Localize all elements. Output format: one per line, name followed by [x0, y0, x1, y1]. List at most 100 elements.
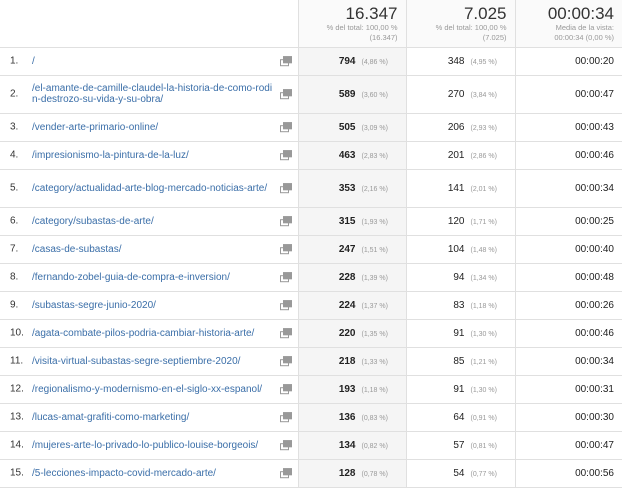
unique-cell: 348 (4,95 %)	[405, 47, 515, 76]
page-link[interactable]: /	[32, 55, 35, 67]
unique-percent: (1,48 %)	[470, 246, 497, 254]
page-cell: 15. /5-lecciones-impacto-covid-mercado-ar…	[0, 459, 298, 488]
pageviews-value: 353	[338, 182, 356, 194]
avgtime-cell: 00:00:34	[514, 169, 622, 208]
unique-percent: (1,30 %)	[470, 330, 497, 338]
pageviews-percent: (3,09 %)	[361, 124, 388, 132]
pageviews-percent: (3,60 %)	[361, 91, 388, 99]
pageviews-total: 16.347% del total: 100,00 % (16.347)	[297, 0, 406, 48]
pageviews-percent: (0,78 %)	[361, 470, 388, 478]
row-index: 7.	[10, 243, 19, 255]
page-cell: 5. /category/actualidad-arte-blog-mercado…	[0, 169, 298, 208]
page-cell: 12. /regionalismo-y-modernismo-en-el-sigl…	[0, 375, 298, 404]
unique-percent: (2,86 %)	[470, 152, 497, 160]
open-in-new-window-icon[interactable]	[279, 384, 292, 395]
row-index: 8.	[10, 271, 19, 283]
page-link[interactable]: /category/subastas-de-arte/	[32, 215, 154, 227]
unique-cell: 54 (0,77 %)	[405, 459, 515, 488]
pageviews-value: 228	[338, 271, 356, 283]
page-link[interactable]: /subastas-segre-junio-2020/	[32, 299, 156, 311]
page-cell: 11. /visita-virtual-subastas-segre-septie…	[0, 347, 298, 376]
pageviews-percent: (4,86 %)	[361, 58, 388, 66]
avgtime-cell: 00:00:34	[514, 347, 622, 376]
open-in-new-window-icon[interactable]	[279, 468, 292, 479]
avgtime-total-abs: 00:00:34 (0,00 %)	[554, 33, 614, 42]
open-in-new-window-icon[interactable]	[279, 150, 292, 161]
avgtime-cell: 00:00:30	[514, 403, 622, 432]
unique-cell: 91 (1,30 %)	[405, 375, 515, 404]
open-in-new-window-icon[interactable]	[279, 56, 292, 67]
pageviews-cell: 589 (3,60 %)	[297, 75, 406, 114]
open-in-new-window-icon[interactable]	[279, 216, 292, 227]
page-cell: 3. /vender-arte-primario-online/	[0, 113, 298, 142]
pageviews-total-label: % del total: 100,00 %	[326, 23, 398, 32]
unique-cell: 85 (1,21 %)	[405, 347, 515, 376]
table-row: 1. / 794 (4,86 %) 348 (4,95 %) 00:00:20	[0, 47, 622, 76]
open-in-new-window-icon[interactable]	[279, 328, 292, 339]
open-in-new-window-icon[interactable]	[279, 300, 292, 311]
page-link[interactable]: /mujeres-arte-lo-privado-lo-publico-loui…	[32, 439, 259, 451]
page-link[interactable]: /5-lecciones-impacto-covid-mercado-arte/	[32, 467, 216, 479]
unique-percent: (4,95 %)	[470, 58, 497, 66]
open-in-new-window-icon[interactable]	[279, 272, 292, 283]
pageviews-percent: (2,16 %)	[361, 185, 388, 193]
pageviews-cell: 218 (1,33 %)	[297, 347, 406, 376]
page-link[interactable]: /visita-virtual-subastas-segre-septiembr…	[32, 355, 241, 367]
page-cell: 6. /category/subastas-de-arte/	[0, 207, 298, 236]
unique-total-abs: (7.025)	[482, 33, 507, 42]
table-row: 8. /fernando-zobel-guia-de-compra-e-inver…	[0, 263, 622, 292]
pageviews-cell: 134 (0,82 %)	[297, 431, 406, 460]
pageviews-percent: (1,37 %)	[361, 302, 388, 310]
page-link[interactable]: /regionalismo-y-modernismo-en-el-siglo-x…	[32, 383, 263, 395]
unique-cell: 91 (1,30 %)	[405, 319, 515, 348]
page-link[interactable]: /vender-arte-primario-online/	[32, 121, 159, 133]
avgtime-cell: 00:00:46	[514, 319, 622, 348]
row-index: 11.	[10, 355, 24, 367]
unique-cell: 94 (1,34 %)	[405, 263, 515, 292]
pageviews-percent: (0,83 %)	[361, 414, 388, 422]
row-index: 5.	[10, 182, 19, 194]
pageviews-cell: 224 (1,37 %)	[297, 291, 406, 320]
unique-total-label: % del total: 100,00 %	[435, 23, 507, 32]
table-row: 9. /subastas-segre-junio-2020/ 224 (1,37 %…	[0, 291, 622, 320]
open-in-new-window-icon[interactable]	[279, 356, 292, 367]
page-link[interactable]: /casas-de-subastas/	[32, 243, 122, 255]
open-in-new-window-icon[interactable]	[279, 412, 292, 423]
pageviews-percent: (1,18 %)	[361, 386, 388, 394]
unique-percent: (1,34 %)	[470, 274, 497, 282]
unique-total: 7.025% del total: 100,00 % (7.025)	[405, 0, 515, 48]
unique-percent: (3,84 %)	[470, 91, 497, 99]
page-link[interactable]: /el-amante-de-camille-claudel-la-histori…	[32, 83, 273, 105]
avgtime-total: 00:00:34 Media de la vista: 00:00:34 (0,00…	[514, 0, 622, 48]
page-link[interactable]: /category/actualidad-arte-blog-mercado-n…	[32, 182, 268, 194]
open-in-new-window-icon[interactable]	[279, 183, 292, 194]
open-in-new-window-icon[interactable]	[279, 89, 292, 100]
open-in-new-window-icon[interactable]	[279, 440, 292, 451]
table-row: 6. /category/subastas-de-arte/ 315 (1,93 %…	[0, 207, 622, 236]
pageviews-value: 794	[338, 55, 356, 67]
page-link[interactable]: /fernando-zobel-guia-de-compra-e-inversi…	[32, 271, 230, 283]
unique-value: 54	[453, 467, 465, 479]
pageviews-cell: 193 (1,18 %)	[297, 375, 406, 404]
row-index: 3.	[10, 121, 19, 133]
unique-cell: 64 (0,91 %)	[405, 403, 515, 432]
open-in-new-window-icon[interactable]	[279, 244, 292, 255]
page-cell: 13. /lucas-amat-grafiti-como-marketing/	[0, 403, 298, 432]
unique-value: 270	[447, 88, 465, 100]
unique-cell: 270 (3,84 %)	[405, 75, 515, 114]
page-link[interactable]: /agata-combate-pilos-podria-cambiar-hist…	[32, 327, 255, 339]
avgtime-cell: 00:00:43	[514, 113, 622, 142]
page-link[interactable]: /impresionismo-la-pintura-de-la-luz/	[32, 149, 189, 161]
unique-value: 201	[447, 149, 465, 161]
pageviews-cell: 247 (1,51 %)	[297, 235, 406, 264]
unique-value: 91	[453, 327, 465, 339]
unique-percent: (1,71 %)	[470, 218, 497, 226]
pageviews-percent: (1,51 %)	[361, 246, 388, 254]
table-row: 13. /lucas-amat-grafiti-como-marketing/ 1…	[0, 403, 622, 432]
page-link[interactable]: /lucas-amat-grafiti-como-marketing/	[32, 411, 190, 423]
pageviews-cell: 136 (0,83 %)	[297, 403, 406, 432]
pageviews-value: 220	[338, 327, 356, 339]
pageviews-cell: 220 (1,35 %)	[297, 319, 406, 348]
pageviews-percent: (2,83 %)	[361, 152, 388, 160]
open-in-new-window-icon[interactable]	[279, 122, 292, 133]
